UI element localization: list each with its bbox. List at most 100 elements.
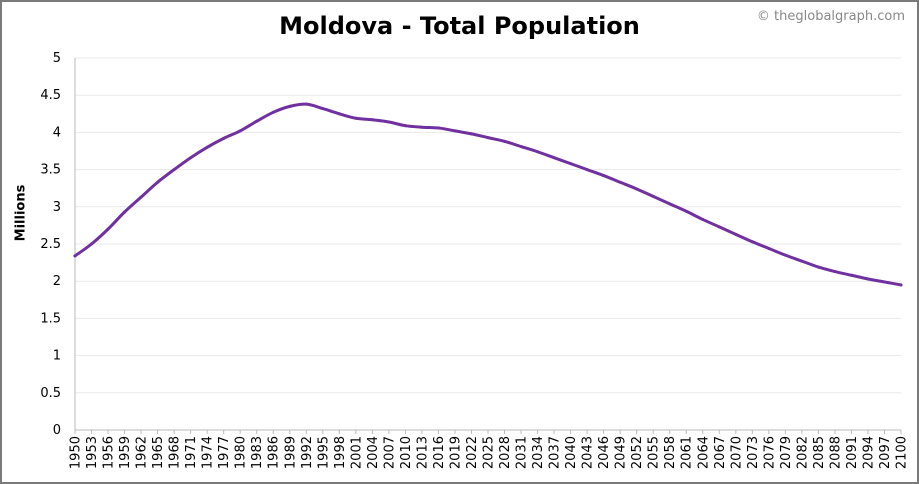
data-point [156, 180, 160, 184]
data-point [585, 168, 589, 172]
x-tick-label: 2091 [845, 436, 860, 469]
series-line-population [73, 102, 903, 287]
x-tick-label: 2013 [415, 436, 430, 469]
x-tick-label: 2049 [614, 436, 629, 469]
x-tick-label: 1971 [184, 436, 199, 469]
data-point [238, 129, 242, 133]
x-tick-label: 2061 [680, 436, 695, 469]
x-tick-label: 1956 [102, 436, 117, 469]
x-tick-label: 1998 [333, 436, 348, 469]
data-point [833, 270, 837, 274]
data-point [882, 280, 886, 284]
data-point [866, 277, 870, 281]
y-tick-label: 4.5 [40, 88, 61, 103]
data-point [106, 227, 110, 231]
data-point [750, 240, 754, 244]
data-point [783, 253, 787, 257]
x-tick-label: 1977 [217, 436, 232, 469]
data-point [354, 116, 358, 120]
data-point [73, 254, 77, 258]
data-point [849, 273, 853, 277]
data-point [651, 194, 655, 198]
data-point [387, 120, 391, 124]
data-point [734, 232, 738, 236]
y-tick-label: 1 [53, 349, 61, 364]
data-point [767, 246, 771, 250]
x-tick-label: 1953 [85, 436, 100, 469]
x-tick-label: 2004 [366, 436, 381, 469]
data-point [519, 145, 523, 149]
x-tick-label: 2064 [696, 436, 711, 469]
x-tick-labels: 1950 1953 1956 1959 1962 1965 1968 1971 1974 1977… [69, 430, 910, 469]
x-tick-label: 2037 [548, 436, 563, 469]
x-tick-label: 2043 [581, 436, 596, 469]
y-tick-label: 0.5 [40, 386, 61, 401]
data-point [684, 209, 688, 213]
x-tick-label: 2052 [630, 436, 645, 469]
data-point [602, 174, 606, 178]
x-tick-label: 2067 [713, 436, 728, 469]
data-point [800, 259, 804, 263]
data-point [189, 156, 193, 160]
x-tick-label: 2028 [498, 436, 513, 469]
x-tick-label: 1983 [250, 436, 265, 469]
y-tick-label: 4 [53, 125, 61, 140]
data-point [635, 187, 639, 191]
x-tick-label: 2016 [432, 436, 447, 469]
x-tick-label: 1980 [234, 436, 249, 469]
y-tick-label: 2.5 [40, 237, 61, 252]
y-tick-label: 3.5 [40, 163, 61, 178]
x-tick-label: 1995 [316, 436, 331, 469]
y-tick-label: 3 [53, 200, 61, 215]
x-tick-label: 2088 [828, 436, 843, 469]
data-point [569, 162, 573, 166]
x-tick-label: 2079 [779, 436, 794, 469]
y-tick-label: 1.5 [40, 311, 61, 326]
data-point [816, 265, 820, 269]
x-tick-label: 1992 [300, 436, 315, 469]
x-tick-label: 1965 [151, 436, 166, 469]
x-tick-label: 1989 [283, 436, 298, 469]
x-tick-label: 2031 [515, 436, 530, 469]
x-tick-label: 2055 [647, 436, 662, 469]
data-point [222, 136, 226, 140]
x-tick-label: 2022 [465, 436, 480, 469]
data-point [436, 126, 440, 130]
data-point [536, 150, 540, 154]
x-tick-label: 2100 [895, 436, 910, 469]
x-tick-label: 2085 [812, 436, 827, 469]
series-group [73, 102, 903, 287]
x-tick-label: 2097 [878, 436, 893, 469]
x-tick-label: 2001 [349, 436, 364, 469]
data-point [701, 217, 705, 221]
data-point [123, 210, 127, 214]
data-point [90, 242, 94, 246]
y-tick-label: 0 [53, 423, 61, 438]
x-tick-label: 2007 [382, 436, 397, 469]
data-point [453, 129, 457, 133]
chart-title: Moldova - Total Population [279, 12, 640, 40]
x-tick-label: 2034 [531, 436, 546, 469]
data-point [205, 145, 209, 149]
data-point [255, 119, 259, 123]
data-point [321, 107, 325, 111]
x-tick-label: 2073 [746, 436, 761, 469]
x-tick-label: 2040 [564, 436, 579, 469]
x-tick-label: 2046 [597, 436, 612, 469]
x-tick-label: 2019 [448, 436, 463, 469]
data-point [370, 118, 374, 122]
x-tick-label: 1974 [201, 436, 216, 469]
x-tick-label: 1962 [135, 436, 150, 469]
data-point [172, 168, 176, 172]
data-point [503, 139, 507, 143]
x-tick-label: 1968 [168, 436, 183, 469]
x-tick-label: 1950 [69, 436, 84, 469]
data-point [139, 195, 143, 199]
data-point [552, 156, 556, 160]
data-point [403, 124, 407, 128]
x-tick-label: 2025 [482, 436, 497, 469]
x-tick-label: 1986 [267, 436, 282, 469]
data-point [717, 225, 721, 229]
